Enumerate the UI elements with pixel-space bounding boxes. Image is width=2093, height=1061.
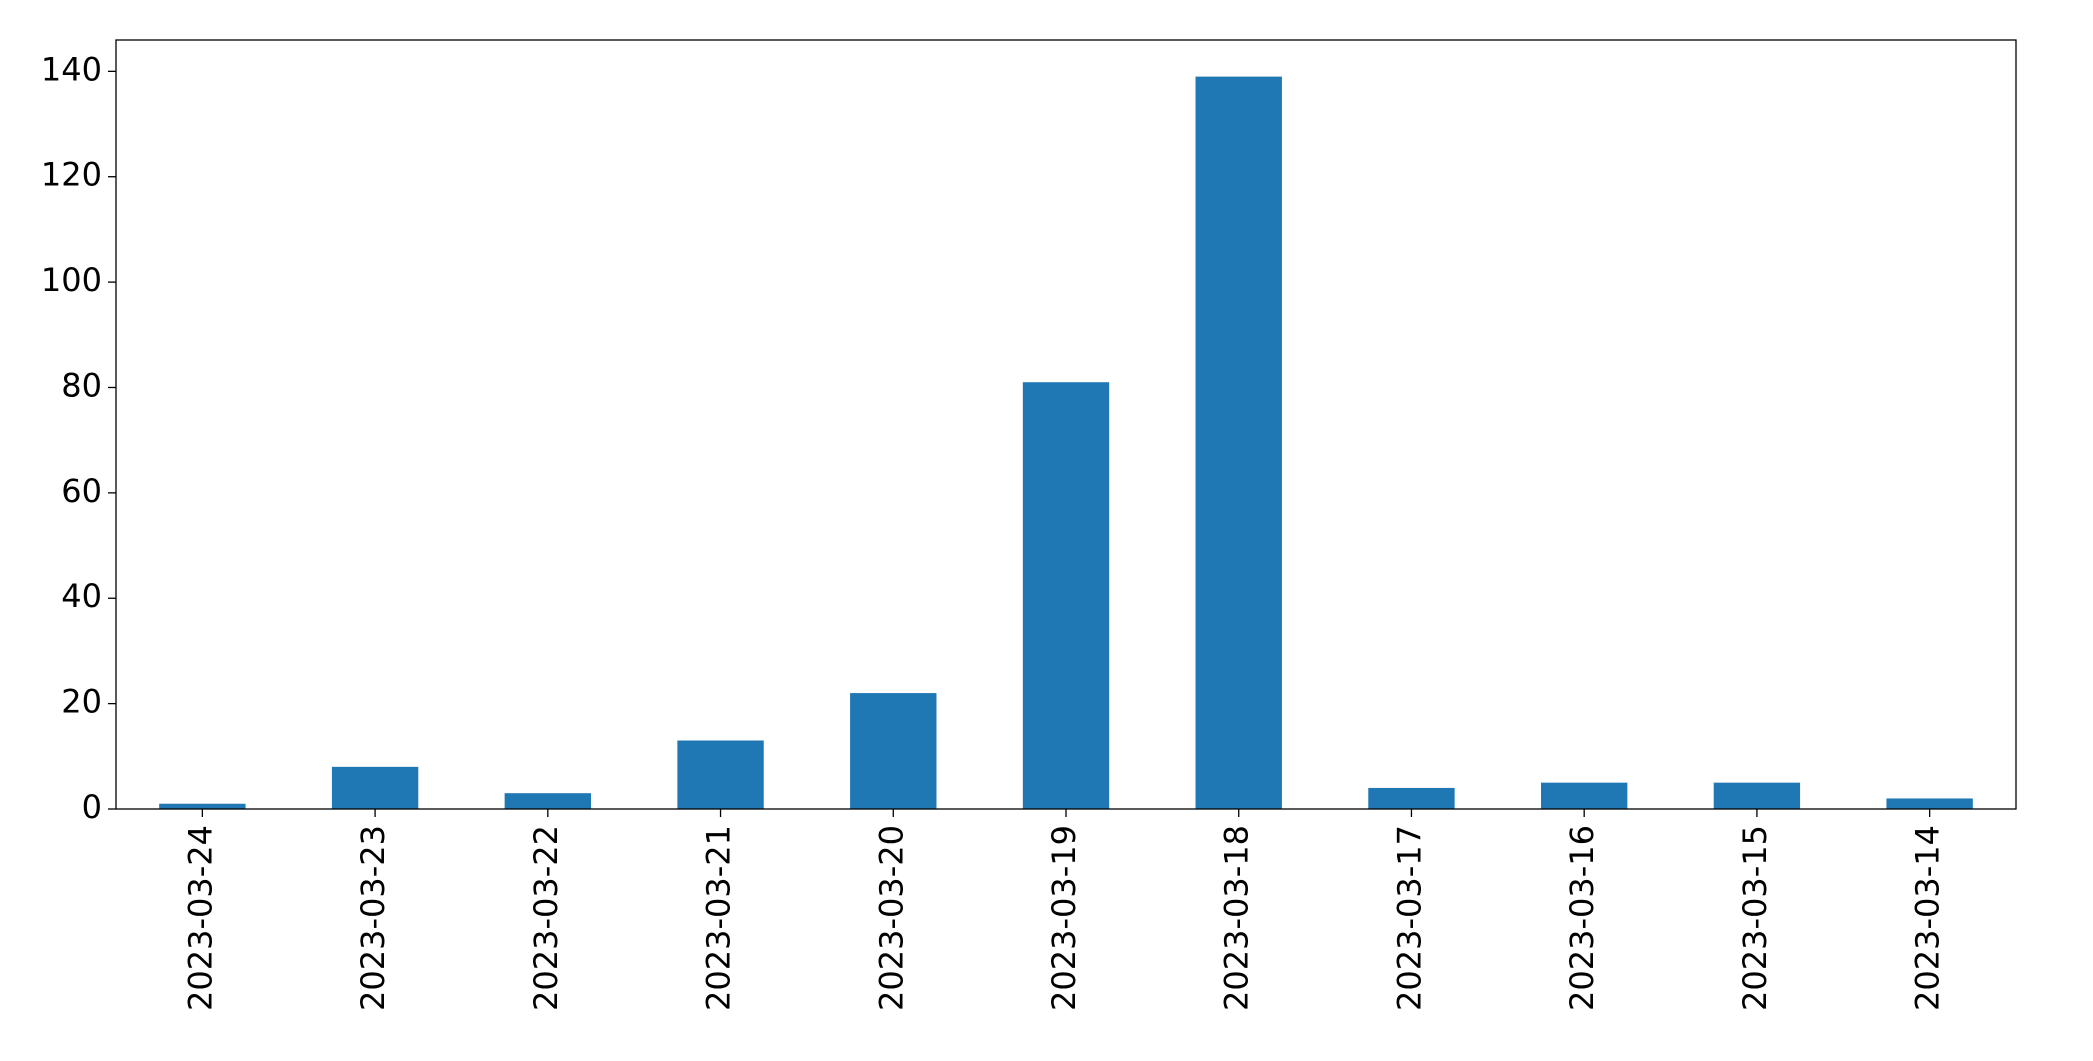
y-tick-label: 0 bbox=[82, 788, 102, 826]
bar bbox=[1368, 787, 1455, 809]
bar bbox=[504, 793, 591, 809]
bar bbox=[1713, 782, 1801, 809]
x-tick-label: 2023-03-23 bbox=[354, 825, 392, 1011]
y-tick-label: 20 bbox=[61, 683, 102, 721]
x-tick-label: 2023-03-24 bbox=[181, 825, 219, 1011]
x-tick-label: 2023-03-18 bbox=[1218, 825, 1256, 1011]
bar bbox=[1022, 382, 1110, 809]
x-tick-label: 2023-03-22 bbox=[527, 825, 565, 1011]
bar bbox=[1886, 798, 1973, 809]
bar bbox=[1541, 782, 1628, 809]
y-tick-label: 120 bbox=[41, 156, 102, 194]
x-tick-label: 2023-03-21 bbox=[700, 825, 738, 1011]
bar bbox=[1195, 76, 1282, 810]
bar bbox=[850, 693, 937, 809]
x-tick-label: 2023-03-16 bbox=[1563, 825, 1601, 1011]
y-tick-label: 60 bbox=[61, 472, 102, 510]
bar bbox=[159, 803, 246, 809]
plot-frame bbox=[115, 39, 2017, 810]
x-tick-label: 2023-03-19 bbox=[1045, 825, 1083, 1011]
y-tick-label: 80 bbox=[61, 366, 102, 404]
x-tick-label: 2023-03-17 bbox=[1390, 825, 1428, 1011]
x-tick-label: 2023-03-20 bbox=[872, 825, 910, 1011]
x-tick-label: 2023-03-14 bbox=[1909, 825, 1947, 1011]
bar bbox=[677, 740, 764, 809]
y-tick-label: 40 bbox=[61, 577, 102, 615]
bar bbox=[331, 766, 419, 809]
y-tick-label: 100 bbox=[41, 261, 102, 299]
y-tick-label: 140 bbox=[41, 50, 102, 88]
x-tick-label: 2023-03-15 bbox=[1736, 825, 1774, 1011]
